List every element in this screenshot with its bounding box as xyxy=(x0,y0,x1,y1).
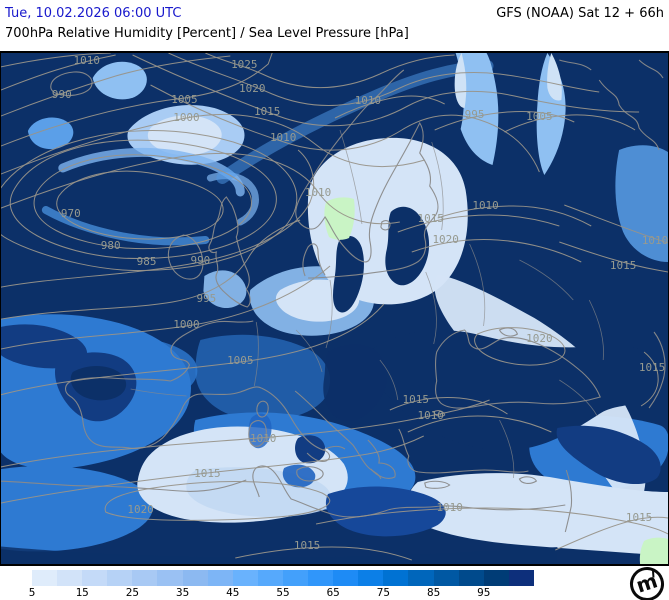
isobar-label: 980 xyxy=(101,239,121,252)
legend-tick: 55 xyxy=(276,586,290,599)
isobar-label: 1010 xyxy=(436,501,462,514)
legend-tick: 65 xyxy=(326,586,340,599)
isobar-label: 1020 xyxy=(526,332,552,345)
isobar-label: 1020 xyxy=(239,82,265,95)
isobar-label: 1015 xyxy=(418,212,444,225)
legend-color-step xyxy=(358,570,384,586)
page-title: 700hPa Relative Humidity [Percent] / Sea… xyxy=(5,26,409,41)
coastlines xyxy=(1,59,666,533)
isobar-label: 1010 xyxy=(250,432,276,445)
isobar-label: 1005 xyxy=(171,93,197,106)
legend-color-step xyxy=(132,570,158,586)
legend-color-step xyxy=(257,570,283,586)
isobar-label: 1015 xyxy=(610,259,636,272)
legend-color-step xyxy=(282,570,309,586)
legend-color-step xyxy=(508,570,534,586)
model-run-label: GFS (NOAA) Sat 12 + 66h xyxy=(496,6,664,21)
legend-colorbar xyxy=(32,570,534,586)
legend-tick: 95 xyxy=(477,586,491,599)
isobar-labels: 1010 990 1005 1000 1025 1020 1015 1010 1010 970 98… xyxy=(52,54,668,552)
isobar-label: 985 xyxy=(137,255,157,268)
weather-map: 1010 990 1005 1000 1025 1020 1015 1010 1010 970 98… xyxy=(1,53,668,564)
isobar-label: 1010 xyxy=(355,94,381,107)
isobar-label: 1020 xyxy=(432,233,458,246)
legend-tick: 35 xyxy=(175,586,190,599)
logo-letter: m xyxy=(633,568,661,598)
isobar-label: 1010 xyxy=(472,199,498,212)
isobar-label: 1010 xyxy=(74,54,100,67)
legend-color-step xyxy=(107,570,133,586)
isobar-label: 1010 xyxy=(305,186,331,199)
isobar-label: 1005 xyxy=(227,354,253,367)
valid-datetime: Tue, 10.02.2026 06:00 UTC xyxy=(5,6,182,21)
legend-color-step xyxy=(182,570,208,586)
isobar-label: 1015 xyxy=(626,511,652,524)
isobar-label: 1015 xyxy=(254,105,280,118)
country-borders xyxy=(130,129,604,479)
isobar-label: 995 xyxy=(465,108,485,121)
isobar-label: 1010 xyxy=(270,131,296,144)
isobar-label: 1015 xyxy=(639,361,665,374)
isobar-label: 1015 xyxy=(194,467,220,480)
isobar-label: 1000 xyxy=(173,318,199,331)
legend-color-step xyxy=(207,570,233,586)
legend-color-step xyxy=(483,570,509,586)
legend-color-step xyxy=(458,570,484,586)
legend-color-step xyxy=(157,570,183,586)
isobar-label: 1015 xyxy=(403,393,429,406)
isobar-label: 990 xyxy=(191,254,211,267)
legend-tick: 85 xyxy=(426,586,441,599)
isobar-label: 1005 xyxy=(526,110,552,123)
isobar-label: 1015 xyxy=(294,539,320,552)
legend-color-step xyxy=(433,570,459,586)
legend-tick: 15 xyxy=(75,586,89,599)
legend-color-step xyxy=(333,570,359,586)
isobar-label: 1000 xyxy=(173,111,199,124)
legend-color-step xyxy=(232,570,258,586)
legend-tick-labels: 5 15 25 35 45 55 65 75 85 95 xyxy=(28,586,534,599)
legend-color-step xyxy=(383,570,409,586)
isobar-label: 1010 xyxy=(418,409,444,422)
humidity-legend: 5 15 25 35 45 55 65 75 85 95 xyxy=(0,569,669,600)
isobar-label: 990 xyxy=(52,88,72,101)
isobars xyxy=(1,53,668,561)
legend-color-step xyxy=(57,570,83,586)
legend-color-step xyxy=(308,570,334,586)
logo-tick-mark xyxy=(652,570,655,578)
legend-tick: 45 xyxy=(226,586,240,599)
isobar-label: 1025 xyxy=(231,58,257,71)
isobar-label: 970 xyxy=(61,207,81,220)
legend-tick: 75 xyxy=(376,586,391,599)
map-frame: 1010 990 1005 1000 1025 1020 1015 1010 1010 970 98… xyxy=(0,51,669,566)
legend-tick: 25 xyxy=(125,586,140,599)
legend-color-step xyxy=(82,570,108,586)
isobar-label: 1020 xyxy=(127,503,153,516)
legend-color-step xyxy=(32,570,58,586)
legend-color-step xyxy=(408,570,434,586)
legend-tick: 5 xyxy=(28,586,36,599)
isobar-label: 1010 xyxy=(642,234,668,247)
isobar-label: 995 xyxy=(196,292,216,305)
